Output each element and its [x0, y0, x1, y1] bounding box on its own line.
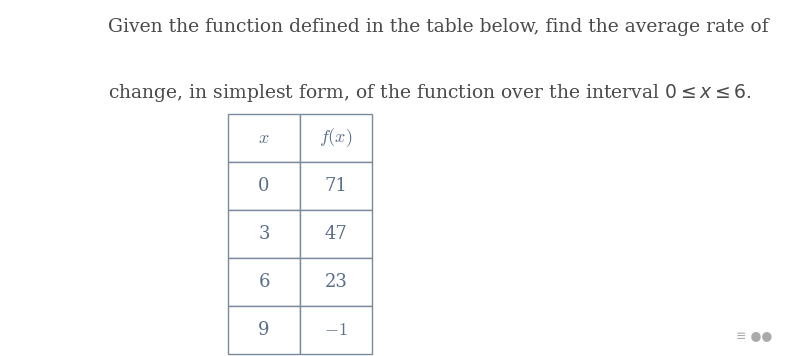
Bar	[300, 258, 372, 306]
Bar	[300, 114, 372, 162]
Bar	[300, 162, 372, 210]
Text: 6: 6	[258, 273, 270, 291]
Bar	[228, 306, 300, 354]
Text: change, in simplest form, of the function over the interval $0 \leq x \leq 6$.: change, in simplest form, of the functio…	[108, 82, 752, 104]
Text: 23: 23	[325, 273, 347, 291]
Bar	[228, 114, 300, 162]
Text: $x$: $x$	[258, 129, 270, 147]
Text: Given the function defined in the table below, find the average rate of: Given the function defined in the table …	[108, 18, 769, 36]
Bar	[228, 258, 300, 306]
Text: 3: 3	[258, 225, 270, 243]
Bar	[228, 210, 300, 258]
Bar	[300, 210, 372, 258]
Text: ≡ ●●: ≡ ●●	[736, 329, 772, 342]
Text: 0: 0	[258, 177, 270, 195]
Text: 9: 9	[258, 321, 270, 339]
Text: 71: 71	[325, 177, 347, 195]
Text: $f(x)$: $f(x)$	[319, 127, 353, 149]
Text: $-1$: $-1$	[324, 321, 348, 339]
Bar	[228, 162, 300, 210]
Bar	[300, 306, 372, 354]
Text: 47: 47	[325, 225, 347, 243]
